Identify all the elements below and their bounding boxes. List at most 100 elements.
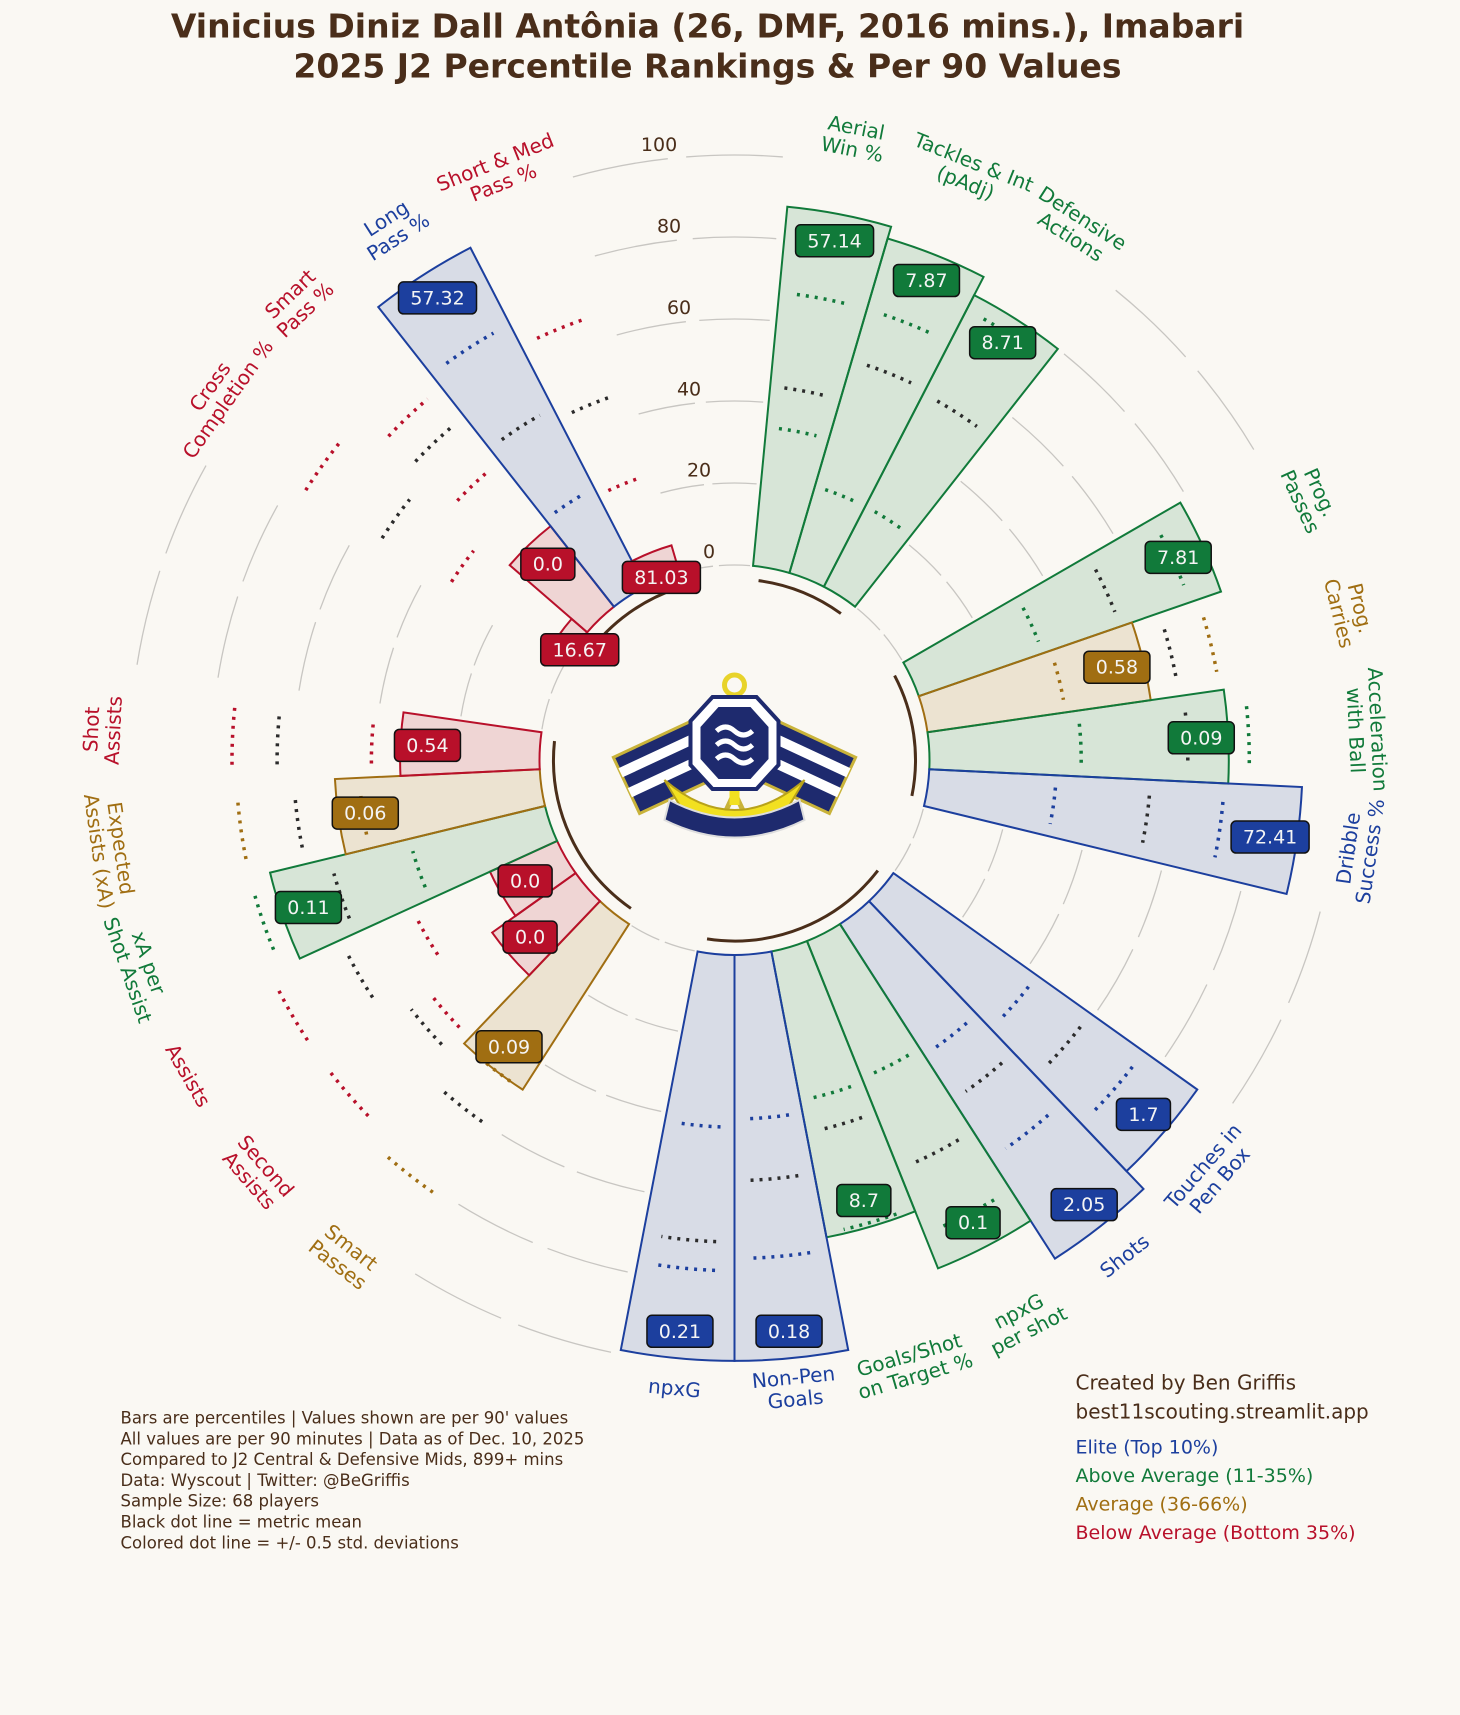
note: Bars are percentiles | Values shown are … xyxy=(121,1409,569,1428)
category-label: LongPass % xyxy=(350,189,433,265)
value-label: 0.11 xyxy=(287,897,329,919)
value-box xyxy=(755,1314,823,1349)
grid-arc xyxy=(616,321,686,336)
group-arc xyxy=(552,740,632,910)
reference-line xyxy=(384,1153,434,1194)
grid-arc xyxy=(1063,353,1125,412)
value-box xyxy=(331,796,400,830)
grid-arc xyxy=(165,465,207,554)
value-box xyxy=(968,325,1037,360)
grid-arc xyxy=(686,154,783,158)
tick-label: 100 xyxy=(641,134,677,156)
category-label: ShotAssists xyxy=(77,694,126,765)
value-label: 8.71 xyxy=(982,332,1024,354)
grid-arc xyxy=(550,664,565,694)
category-line: Acceleration xyxy=(1363,667,1393,792)
reference-line xyxy=(883,313,935,337)
grid-arc xyxy=(946,581,973,619)
reference-line xyxy=(1093,1065,1134,1112)
reference-line xyxy=(449,549,475,583)
grid-arc xyxy=(1164,984,1208,1058)
reference-line xyxy=(275,712,282,765)
value-box xyxy=(520,547,576,581)
grid-arc xyxy=(1071,475,1114,535)
category-line: npxG xyxy=(647,1373,702,1402)
grid-arc xyxy=(1008,528,1044,577)
reference-line xyxy=(441,1089,484,1124)
grid-arc xyxy=(298,621,317,691)
grid-arc xyxy=(883,634,903,661)
value-box xyxy=(502,920,558,954)
reference-line xyxy=(1021,606,1041,643)
grid-arc xyxy=(1137,870,1163,938)
reference-line xyxy=(661,1234,717,1244)
note: All values are per 90 minutes | Data as … xyxy=(121,1429,585,1448)
reference-line xyxy=(500,413,541,442)
category-line: with Ball xyxy=(1342,687,1370,774)
category-label: ExpectedAssists (xA) xyxy=(79,789,141,911)
value-label: 72.41 xyxy=(1243,827,1297,849)
value-box xyxy=(1115,1097,1172,1132)
reference-line xyxy=(415,918,440,956)
grid-arc xyxy=(541,698,550,730)
value-label: 16.67 xyxy=(553,639,607,661)
value-label: 7.81 xyxy=(1157,547,1199,569)
reference-line xyxy=(824,487,857,504)
reference-line xyxy=(380,498,412,540)
grid-arc xyxy=(473,624,494,666)
reference-line xyxy=(873,1053,910,1075)
grid-arc xyxy=(960,480,1003,522)
category-label: xA perShot Assist xyxy=(99,907,179,1026)
grid-arc xyxy=(136,570,161,665)
reference-line xyxy=(414,425,453,463)
bar xyxy=(838,899,1145,1260)
reference-line xyxy=(293,797,304,848)
reference-line xyxy=(753,1250,811,1260)
grid-arc xyxy=(1134,423,1184,492)
value-box xyxy=(892,263,961,298)
value-label: 1.7 xyxy=(1128,1104,1158,1126)
reference-line xyxy=(346,953,375,999)
value-box xyxy=(1083,650,1151,684)
category-label: Prog.Passes xyxy=(1276,457,1346,537)
reference-line xyxy=(536,316,587,340)
reference-line xyxy=(1004,1113,1050,1150)
value-box xyxy=(836,1183,892,1218)
category-line: Assists xyxy=(99,695,126,765)
grid-arc xyxy=(576,1171,645,1193)
reference-line xyxy=(1048,787,1058,825)
reference-line xyxy=(748,1113,790,1121)
reference-line xyxy=(553,492,586,515)
reference-line xyxy=(387,397,429,438)
credit: best11scouting.streamlit.app xyxy=(1076,1400,1369,1424)
grid-arc xyxy=(705,400,764,403)
grid-arc xyxy=(912,808,924,839)
tick-label: 0 xyxy=(703,541,715,563)
category-label: SmartPass % xyxy=(256,261,338,342)
grid-arc xyxy=(605,1094,662,1113)
reference-line xyxy=(913,1138,960,1165)
value-box xyxy=(1230,820,1310,854)
reference-line xyxy=(1201,616,1219,673)
reference-line xyxy=(445,331,495,365)
value-box xyxy=(945,1205,1001,1240)
grid-arc xyxy=(699,318,770,322)
grid-arc xyxy=(660,484,705,494)
grid-arc xyxy=(638,402,696,415)
reference-line xyxy=(328,1070,370,1118)
legend-item: Below Average (Bottom 35%) xyxy=(1076,1522,1356,1544)
bar xyxy=(788,237,985,589)
reference-line xyxy=(678,1121,721,1129)
category-label: DefensiveActions xyxy=(1023,181,1132,274)
value-box xyxy=(497,864,553,898)
value-box xyxy=(794,224,875,258)
group-arc xyxy=(758,579,842,615)
category-label: npxGper shot xyxy=(976,1281,1071,1360)
reference-line xyxy=(571,394,614,415)
tick-label: 60 xyxy=(667,297,691,319)
reference-line xyxy=(369,721,376,764)
grid-arc xyxy=(1011,417,1064,467)
reference-line xyxy=(1213,801,1225,858)
value-box xyxy=(393,728,462,763)
bar xyxy=(822,293,1060,609)
